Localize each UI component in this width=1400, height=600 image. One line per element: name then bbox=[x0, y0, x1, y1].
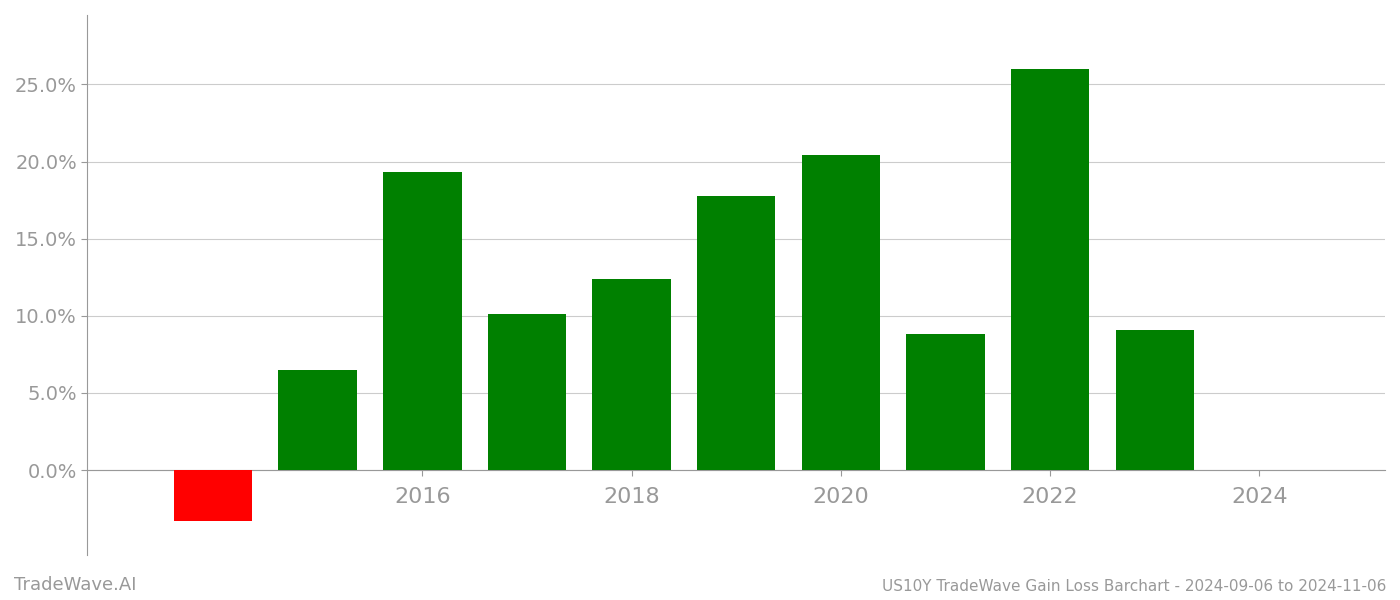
Bar bbox=[487, 314, 566, 470]
Text: TradeWave.AI: TradeWave.AI bbox=[14, 576, 137, 594]
Bar bbox=[697, 196, 776, 470]
Bar bbox=[1116, 330, 1194, 470]
Bar bbox=[1011, 69, 1089, 470]
Bar bbox=[384, 172, 462, 470]
Bar bbox=[802, 155, 881, 470]
Bar bbox=[906, 334, 984, 470]
Bar bbox=[279, 370, 357, 470]
Bar bbox=[174, 470, 252, 521]
Text: US10Y TradeWave Gain Loss Barchart - 2024-09-06 to 2024-11-06: US10Y TradeWave Gain Loss Barchart - 202… bbox=[882, 579, 1386, 594]
Bar bbox=[592, 279, 671, 470]
